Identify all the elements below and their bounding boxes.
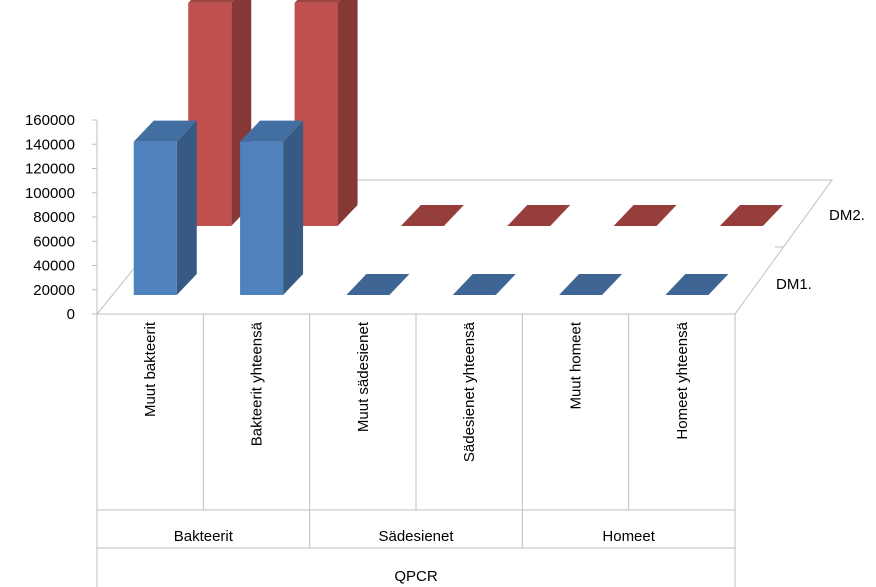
bar-dm1-4	[559, 274, 623, 295]
category-label: Bakteerit yhteensä	[249, 321, 266, 446]
y-axis-ticks: 0 20000 40000 60000 80000 100000 120000 140000 1…	[25, 112, 97, 323]
bar-front	[133, 141, 177, 295]
bar-flat	[400, 205, 464, 226]
bar-flat	[719, 205, 783, 226]
group-label: Sädesienet	[378, 528, 454, 545]
y-tick-label: 140000	[25, 136, 75, 153]
bar-front	[240, 141, 284, 295]
bar-flat	[559, 274, 623, 295]
y-tick-label: 80000	[33, 209, 75, 226]
category-label: Muut sädesienet	[355, 321, 372, 432]
category-label: Sädesienet yhteensä	[461, 321, 478, 462]
group-label: Bakteerit	[174, 528, 234, 545]
bar-dm2-1	[294, 0, 358, 227]
bar-flat	[346, 274, 410, 295]
bar-top	[188, 0, 235, 3]
y-tick-label: 100000	[25, 185, 75, 202]
bar-top	[133, 120, 197, 142]
bar-dm1-0	[133, 120, 197, 296]
group-label: Homeet	[602, 528, 655, 545]
bar-side	[176, 120, 197, 296]
bar-dm2-3	[507, 205, 571, 226]
series-label: DM1.	[776, 276, 812, 293]
outer-category-label: QPCR	[394, 568, 438, 585]
category-label: Homeet yhteensä	[674, 321, 691, 439]
y-tick-label: 60000	[33, 233, 75, 250]
bar-dm1-1	[240, 120, 304, 296]
bar-flat	[613, 205, 677, 226]
bar-dm2-5	[719, 205, 783, 226]
bar-flat	[452, 274, 516, 295]
bar-top	[240, 120, 304, 142]
bar-flat	[507, 205, 571, 226]
category-label: Muut homeet	[568, 321, 585, 409]
bar-side	[283, 120, 304, 296]
category-label: Muut bakteerit	[142, 321, 159, 417]
y-tick-label: 120000	[25, 161, 75, 178]
y-tick-label: 160000	[25, 112, 75, 129]
bar-flat	[665, 274, 729, 295]
bar-side	[337, 0, 358, 226]
bar-top	[294, 0, 341, 3]
series-label: DM2.	[829, 207, 865, 224]
bar-dm1-5	[665, 274, 729, 295]
bar-dm1-2	[346, 274, 410, 295]
bar-dm2-4	[613, 205, 677, 226]
y-tick-label: 20000	[33, 282, 75, 299]
bar-dm2-2	[400, 205, 464, 226]
bars	[133, 0, 783, 296]
series-labels: DM2. DM1.	[776, 207, 865, 293]
category-table: Muut bakteerit Bakteerit yhteensä Muut säd…	[96, 314, 736, 587]
bar-dm1-3	[452, 274, 516, 295]
y-tick-label: 0	[67, 306, 75, 323]
y-tick-label: 40000	[33, 258, 75, 275]
